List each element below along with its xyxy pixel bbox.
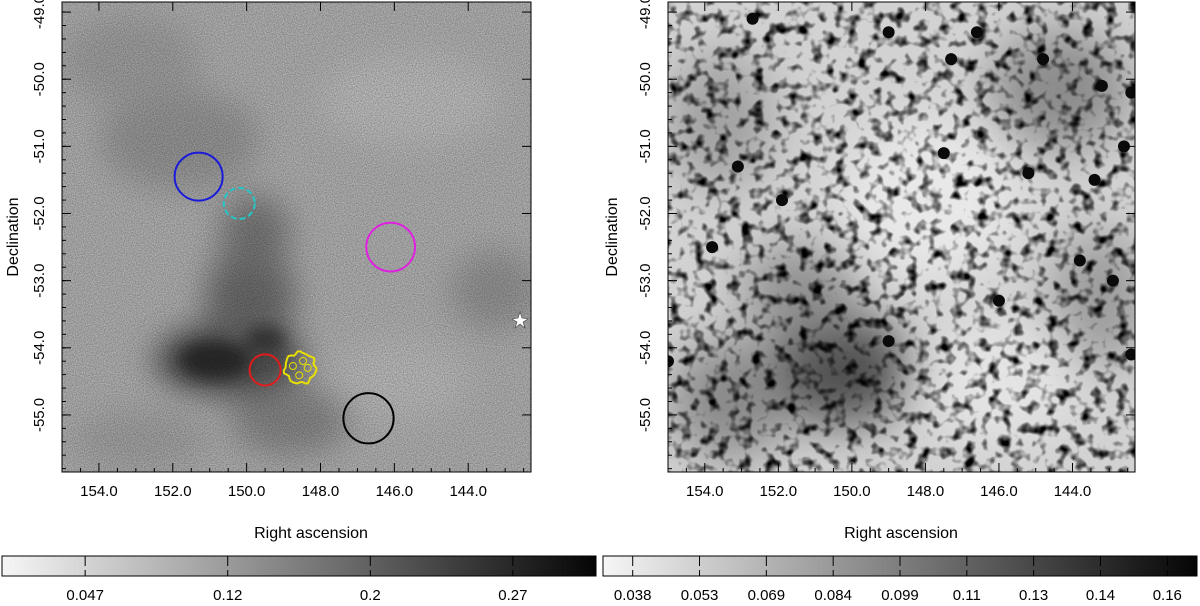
right-x-tick-label: 150.0: [833, 483, 871, 500]
point-source: [1125, 86, 1135, 99]
point-source: [1073, 254, 1086, 267]
right-x-tick-label: 148.0: [907, 483, 945, 500]
right-frame: [667, 1, 1136, 473]
point-source: [1095, 79, 1108, 92]
right-ylabel: Declination: [604, 197, 621, 276]
left-colorbar-ticks: 0.047 0.12 0.2 0.27: [66, 556, 527, 604]
right-cb-tick-label: 0.11: [953, 587, 981, 604]
right-cb-tick-label: 0.14: [1086, 587, 1115, 604]
point-source: [1117, 140, 1130, 153]
right-colorbar-ticks: 0.038 0.053 0.069 0.084 0.099 0.11 0.13 0.14 0.1…: [614, 556, 1182, 604]
right-image: [668, 2, 1135, 472]
right-cb-tick-label: 0.053: [681, 587, 719, 604]
region-contour-inner: [288, 362, 297, 371]
left-cb-tick-label: 0.12: [213, 587, 242, 604]
right-x-tick-label: 146.0: [980, 483, 1018, 500]
left-panel: 154.0 152.0 150.0 148.0 146.0 144.0 -49.0 -50.0…: [5, 0, 532, 542]
region-circle-0: [173, 151, 224, 202]
right-colorbar: 0.038 0.053 0.069 0.084 0.099 0.11 0.13 0.14 0.1…: [602, 555, 1198, 604]
left-cb-tick-label: 0.2: [360, 587, 381, 604]
right-y-tick-label: -51.0: [637, 129, 654, 163]
left-image: [62, 2, 531, 472]
right-y-tick-label: -52.0: [637, 196, 654, 230]
left-x-tick-label: 146.0: [376, 483, 414, 500]
left-axes: 154.0 152.0 150.0 148.0 146.0 144.0 -49.0 -50.0…: [31, 0, 531, 500]
right-point-sources: [668, 12, 1135, 368]
point-source: [882, 26, 895, 39]
region-contour-yellow: [282, 350, 318, 385]
region-circle-5: [342, 392, 395, 445]
point-source: [937, 147, 950, 160]
left-y-tick-label: -52.0: [31, 196, 48, 230]
region-circle-1: [222, 186, 256, 220]
left-ylabel: Declination: [5, 197, 22, 276]
right-xlabel: Right ascension: [844, 525, 958, 542]
left-x-tick-label: 154.0: [80, 483, 118, 500]
right-cb-tick-label: 0.13: [1019, 587, 1048, 604]
region-circle-4: [365, 221, 417, 273]
right-cb-tick-label: 0.16: [1153, 587, 1182, 604]
point-source: [945, 53, 958, 66]
left-colorbar: 0.047 0.12 0.2 0.27: [1, 555, 597, 604]
point-source: [1088, 173, 1101, 186]
point-source: [731, 160, 744, 173]
left-x-tick-label: 144.0: [449, 483, 487, 500]
right-x-tick-label: 152.0: [760, 483, 798, 500]
left-regions: [173, 151, 417, 445]
point-source: [1037, 53, 1050, 66]
right-x-tick-label: 154.0: [686, 483, 724, 500]
right-x-tick-label: 144.0: [1054, 483, 1092, 500]
right-cb-tick-label: 0.084: [814, 587, 852, 604]
point-source: [706, 241, 719, 254]
left-x-tick-label: 150.0: [228, 483, 266, 500]
left-y-tick-label: -53.0: [31, 264, 48, 298]
left-xlabel: Right ascension: [254, 525, 368, 542]
right-cb-tick-label: 0.099: [881, 587, 919, 604]
left-x-tick-label: 152.0: [154, 483, 192, 500]
right-y-tick-label: -54.0: [637, 331, 654, 365]
point-source: [882, 335, 895, 348]
left-x-tick-label: 148.0: [302, 483, 340, 500]
right-cb-tick-label: 0.069: [748, 587, 786, 604]
right-y-tick-label: -55.0: [637, 398, 654, 432]
left-y-tick-label: -54.0: [31, 331, 48, 365]
left-cb-tick-label: 0.047: [66, 587, 104, 604]
point-source: [746, 12, 759, 25]
right-y-tick-label: -50.0: [637, 62, 654, 96]
region-contour-inner: [299, 357, 308, 366]
right-y-tick-label: -49.0: [637, 0, 654, 29]
point-source: [1106, 274, 1119, 287]
left-frame: [61, 1, 532, 473]
left-y-tick-label: -55.0: [31, 398, 48, 432]
left-cb-tick-label: 0.27: [498, 587, 527, 604]
point-source: [992, 294, 1005, 307]
point-source: [1125, 348, 1135, 361]
region-contour-inner: [303, 363, 312, 372]
point-source: [970, 26, 983, 39]
right-axes: 154.0 152.0 150.0 148.0 146.0 144.0 -49.0 -50.0…: [637, 0, 1135, 500]
left-y-tick-label: -49.0: [31, 0, 48, 29]
star-icon: [511, 311, 529, 329]
left-y-tick-label: -50.0: [31, 62, 48, 96]
point-source: [1022, 167, 1035, 180]
region-contour-inner: [295, 371, 304, 380]
right-panel: 154.0 152.0 150.0 148.0 146.0 144.0 -49.0 -50.0…: [604, 0, 1136, 542]
right-cb-tick-label: 0.038: [614, 587, 652, 604]
left-y-tick-label: -51.0: [31, 129, 48, 163]
point-source: [775, 194, 788, 207]
region-circle-2: [248, 353, 282, 387]
right-y-tick-label: -53.0: [637, 264, 654, 298]
